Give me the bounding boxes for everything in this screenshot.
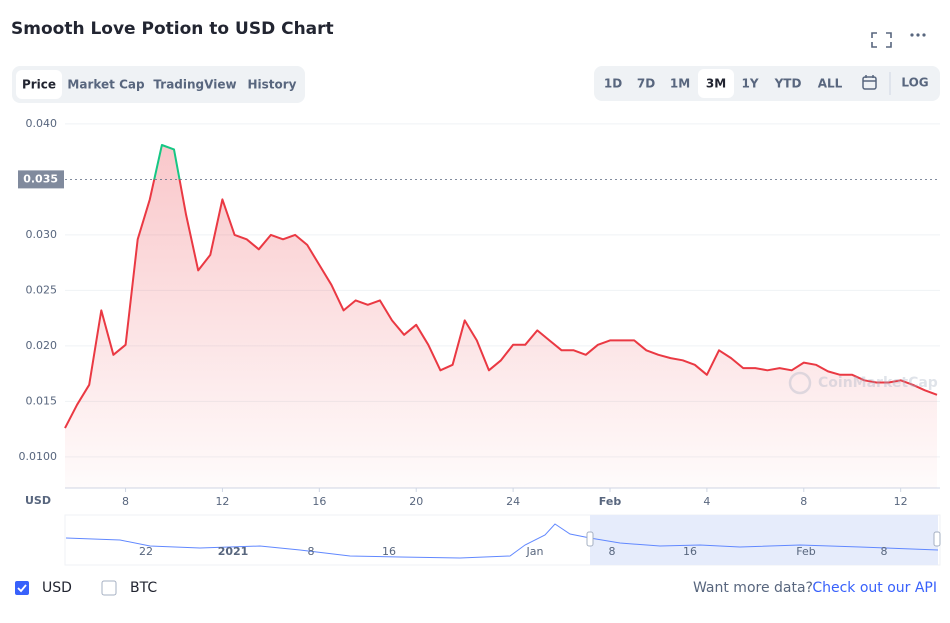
price-area — [65, 145, 937, 488]
navigator-label: 8 — [881, 545, 888, 558]
footer-link[interactable]: Check out our API — [812, 580, 937, 596]
active-tab — [16, 70, 62, 99]
navigator-line — [65, 523, 939, 559]
y-tick-label: 0.030 — [26, 228, 58, 241]
x-tick-label: 24 — [506, 495, 520, 508]
y-tick-label: 0.025 — [26, 283, 58, 296]
range-button[interactable]: 1D — [604, 77, 622, 91]
price-line — [64, 144, 938, 429]
navigator-handle[interactable] — [586, 531, 594, 547]
navigator-label: 16 — [382, 545, 396, 558]
title: Smooth Love Potion to USD Chart — [11, 19, 334, 39]
reference-label: 0.035 — [23, 172, 58, 185]
range-button[interactable]: YTD — [774, 77, 802, 91]
x-tick-label: 12 — [215, 495, 229, 508]
y-tick-label: 0.0100 — [19, 450, 58, 463]
tab-bar — [12, 66, 305, 103]
x-tick-label: 12 — [894, 495, 908, 508]
navigator-handle[interactable] — [933, 531, 941, 547]
y-tick-label: 0.040 — [26, 117, 58, 130]
range-button[interactable]: 7D — [637, 77, 655, 91]
navigator-window[interactable] — [590, 515, 938, 565]
range-button[interactable]: 3M — [706, 77, 726, 91]
fullscreen-icon[interactable] — [871, 32, 892, 48]
calendar-icon[interactable] — [862, 75, 877, 90]
tab[interactable]: TradingView — [153, 78, 236, 92]
checkbox-usd[interactable] — [15, 581, 29, 595]
y-tick-label: 0.015 — [26, 394, 58, 407]
x-tick-label: 8 — [122, 495, 129, 508]
watermark-text: CoinMarketCap — [818, 375, 938, 391]
navigator-label: Feb — [796, 545, 815, 558]
log-button[interactable]: LOG — [901, 76, 928, 90]
checkbox-label: BTC — [130, 580, 157, 596]
active-range — [698, 69, 734, 98]
footer-text: Want more data? — [693, 580, 813, 596]
navigator-label: 22 — [139, 545, 153, 558]
x-tick-label: Feb — [599, 495, 622, 508]
navigator-label: 8 — [609, 545, 616, 558]
checkbox-btc[interactable] — [101, 580, 117, 596]
y-tick-label: 0.020 — [26, 339, 58, 352]
x-tick-label: 4 — [703, 495, 710, 508]
y-axis-label: USD — [25, 494, 51, 507]
navigator-label: Jan — [526, 545, 544, 558]
range-button[interactable]: 1M — [670, 77, 690, 91]
tab[interactable]: Price — [22, 78, 56, 92]
range-button[interactable]: ALL — [818, 77, 843, 91]
reference-badge — [18, 170, 64, 189]
range-button[interactable]: 1Y — [741, 77, 758, 91]
x-tick-label: 20 — [409, 495, 423, 508]
navigator-label: 16 — [683, 545, 697, 558]
check-mark — [17, 584, 27, 593]
more-icon[interactable] — [910, 33, 926, 37]
x-tick-label: 16 — [312, 495, 326, 508]
range-bar — [594, 66, 940, 101]
watermark: CoinMarketCap — [788, 371, 938, 395]
navigator-label: 2021 — [218, 545, 249, 558]
tab[interactable]: Market Cap — [67, 78, 145, 92]
x-tick-label: 8 — [800, 495, 807, 508]
checkbox-label: USD — [42, 580, 72, 596]
tab[interactable]: History — [247, 78, 296, 92]
navigator-label: 8 — [308, 545, 315, 558]
